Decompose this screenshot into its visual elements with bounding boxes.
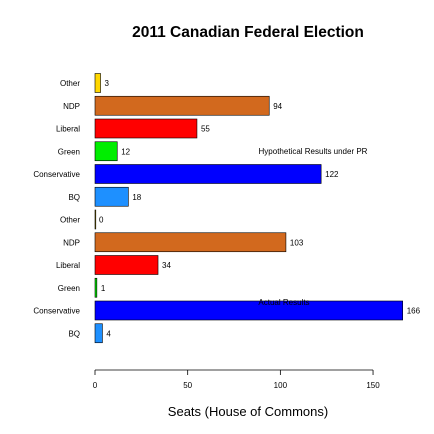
value-label-conservative: 166	[407, 307, 421, 316]
bar-conservative	[94, 164, 322, 184]
category-label-other: Other	[60, 216, 80, 225]
value-label-other: 3	[105, 79, 110, 88]
category-label-green: Green	[58, 147, 80, 156]
category-label-ndp: NDP	[63, 238, 80, 247]
x-axis: 0 50 100 150	[93, 369, 380, 390]
category-label-liberal: Liberal	[56, 125, 80, 134]
value-label-green: 1	[101, 284, 106, 293]
x-tick-label: 100	[274, 381, 288, 390]
bar-liberal	[94, 255, 159, 275]
bar-other	[94, 209, 97, 230]
bar-bq	[94, 323, 103, 344]
value-label-bq: 18	[132, 193, 141, 202]
value-label-liberal: 34	[162, 261, 171, 270]
bar-green	[94, 141, 118, 162]
value-label-other: 0	[99, 216, 104, 225]
group-label-actual: Actual Results	[258, 298, 309, 307]
group-label-hypothetical: Hypothetical Results under PR	[259, 147, 368, 156]
value-label-bq: 4	[106, 329, 111, 338]
value-label-conservative: 122	[325, 170, 339, 179]
bar-ndp	[94, 95, 270, 116]
category-label-liberal: Liberal	[56, 261, 80, 270]
bar-conservative	[94, 300, 404, 321]
category-label-bq: BQ	[68, 329, 80, 338]
x-tick-label: 150	[366, 381, 380, 390]
category-label-other: Other	[60, 79, 80, 88]
bars-layer: Other 3 NDP 94 Liberal 55 Green 12 Conservative 1…	[33, 73, 421, 344]
bar-liberal	[94, 118, 198, 139]
chart-title: 2011 Canadian Federal Election	[132, 24, 364, 41]
bar-green	[94, 277, 98, 298]
category-label-green: Green	[58, 284, 80, 293]
x-tick-label: 0	[93, 381, 98, 390]
bar-other	[94, 73, 101, 93]
bar-ndp	[94, 232, 287, 253]
category-label-bq: BQ	[68, 193, 80, 202]
value-label-green: 12	[121, 147, 130, 156]
value-label-ndp: 94	[273, 102, 282, 111]
x-tick-label: 50	[183, 381, 192, 390]
category-label-ndp: NDP	[63, 102, 80, 111]
value-label-ndp: 103	[290, 238, 304, 247]
value-label-liberal: 55	[201, 125, 210, 134]
x-axis-label: Seats (House of Commons)	[168, 404, 328, 419]
category-label-conservative: Conservative	[33, 307, 80, 316]
bar-bq	[94, 186, 129, 207]
category-label-conservative: Conservative	[33, 170, 80, 179]
